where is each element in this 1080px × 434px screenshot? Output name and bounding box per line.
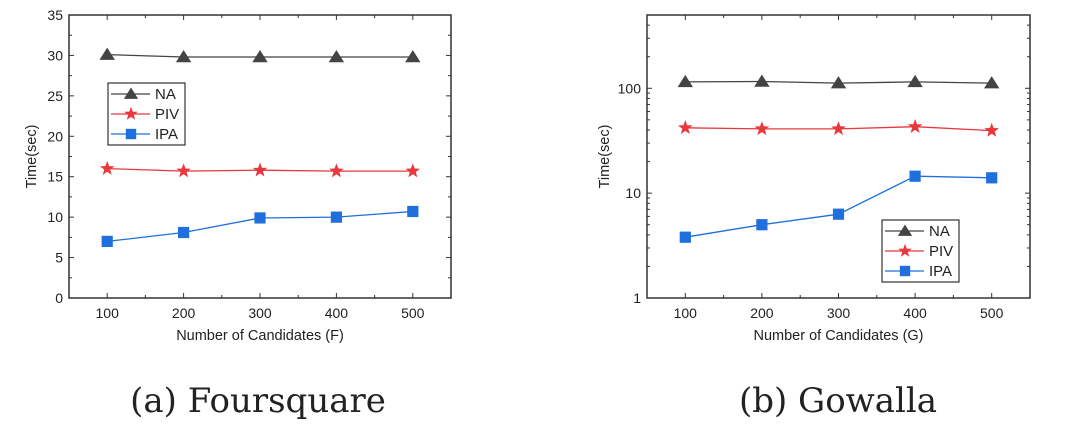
star-marker — [99, 160, 115, 175]
chart-b: 100 200 300 400 500 1 10 100 Number of Candidate… — [597, 14, 1031, 421]
square-marker — [407, 205, 419, 218]
subfigure-caption: (a) Foursquare — [130, 381, 386, 421]
triangle-marker — [984, 76, 1000, 89]
series-piv — [99, 160, 421, 178]
x-tick-label: 500 — [980, 305, 1004, 321]
star-marker — [754, 121, 770, 136]
series-na — [677, 74, 1000, 89]
x-axis-label: Number of Candidates (G) — [753, 328, 923, 344]
y-axis-label: Time(sec) — [597, 125, 613, 189]
x-tick-label: 200 — [172, 305, 196, 321]
star-marker — [124, 106, 138, 120]
square-marker — [832, 208, 845, 220]
y-tick-label: 20 — [47, 128, 63, 144]
x-tick-label: 300 — [248, 305, 272, 321]
x-tick-label: 100 — [96, 305, 120, 321]
series-na — [99, 47, 421, 63]
legend-label-piv: PIV — [929, 243, 953, 260]
square-marker — [909, 170, 921, 182]
legend: NA PIV IPA — [881, 219, 960, 283]
x-tick-label: 200 — [750, 305, 774, 321]
y-tick-label: 10 — [47, 209, 63, 225]
square-marker — [899, 265, 911, 277]
square-marker — [125, 128, 137, 140]
square-marker — [756, 219, 768, 231]
triangle-marker — [328, 50, 345, 63]
legend: NA PIV IPA — [107, 82, 186, 146]
plot-frame — [646, 14, 1031, 299]
x-tick-label: 100 — [674, 305, 698, 321]
series-ipa — [679, 170, 998, 243]
star-marker — [405, 163, 421, 178]
y-tick-label: 10 — [625, 185, 641, 201]
triangle-marker — [175, 50, 192, 63]
legend-label-na: NA — [929, 223, 950, 240]
square-marker — [254, 212, 266, 224]
triangle-marker — [405, 50, 421, 63]
x-tick-label: 500 — [401, 305, 425, 321]
series-piv — [678, 119, 999, 137]
legend-label-na: NA — [155, 86, 176, 103]
triangle-marker — [677, 74, 693, 88]
y-tick-label: 30 — [47, 47, 63, 63]
x-tick-label: 400 — [325, 305, 349, 321]
y-tick-label: 100 — [618, 80, 642, 96]
triangle-marker — [754, 74, 770, 87]
square-marker — [986, 172, 998, 184]
series-ipa — [101, 205, 419, 247]
y-tick-label: 0 — [55, 290, 63, 306]
star-marker — [678, 120, 693, 134]
triangle-marker — [252, 50, 268, 63]
y-tick-label: 5 — [55, 250, 63, 266]
star-marker — [907, 119, 923, 133]
triangle-marker — [99, 47, 115, 60]
legend-label-ipa: IPA — [929, 263, 952, 280]
star-marker — [252, 162, 268, 177]
y-tick-label: 15 — [47, 169, 63, 185]
triangle-marker — [897, 224, 913, 236]
y-tick-label: 35 — [47, 7, 63, 23]
y-tick-label: 25 — [47, 88, 63, 104]
triangle-marker — [907, 74, 923, 88]
x-axis-label: Number of Candidates (F) — [176, 328, 344, 344]
star-marker — [176, 163, 191, 178]
chart-a: 100 200 300 400 500 0 5 10 15 20 25 30 35 Number of C… — [24, 7, 452, 421]
subfigure-caption: (b) Gowalla — [739, 381, 937, 421]
x-tick-label: 400 — [903, 305, 927, 321]
square-marker — [178, 226, 190, 239]
triangle-marker — [830, 76, 847, 89]
y-axis-label: Time(sec) — [24, 125, 40, 189]
star-marker — [984, 122, 999, 137]
square-marker — [679, 231, 691, 243]
star-marker — [329, 163, 344, 178]
legend-label-ipa: IPA — [155, 126, 178, 143]
legend-label-piv: PIV — [155, 106, 179, 123]
star-marker — [898, 243, 912, 257]
triangle-marker — [123, 87, 139, 99]
y-tick-label: 1 — [633, 290, 641, 306]
square-marker — [330, 211, 342, 223]
square-marker — [101, 235, 113, 247]
x-tick-label: 300 — [827, 305, 851, 321]
star-marker — [831, 121, 846, 136]
